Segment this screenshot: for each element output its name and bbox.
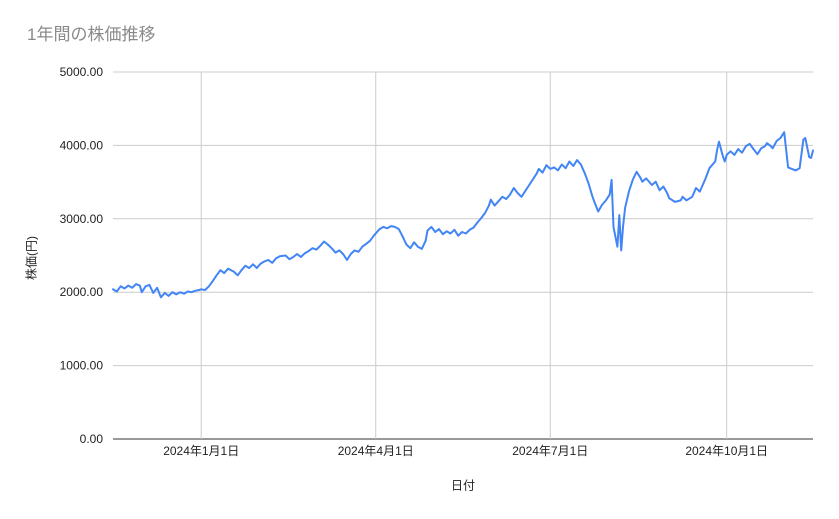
stock-price-line-series (112, 131, 814, 299)
y-tick-label: 4000.00 (60, 138, 104, 152)
x-tick-label: 2024年10月1日 (685, 444, 768, 458)
y-tick-label: 5000.00 (60, 65, 104, 79)
x-axis-title: 日付 (450, 478, 476, 493)
x-tick-label: 2024年1月1日 (163, 444, 239, 458)
x-tick-label: 2024年7月1日 (512, 444, 588, 458)
y-tick-label: 2000.00 (60, 285, 104, 299)
y-tick-label: 0.00 (80, 432, 104, 446)
x-tick-label: 2024年4月1日 (338, 444, 414, 458)
y-tick-label: 3000.00 (60, 212, 104, 226)
chart-title: 1年間の株価推移 (27, 25, 156, 44)
y-tick-label: 1000.00 (60, 359, 104, 373)
y-axis-title: 株価(円) (24, 236, 39, 280)
